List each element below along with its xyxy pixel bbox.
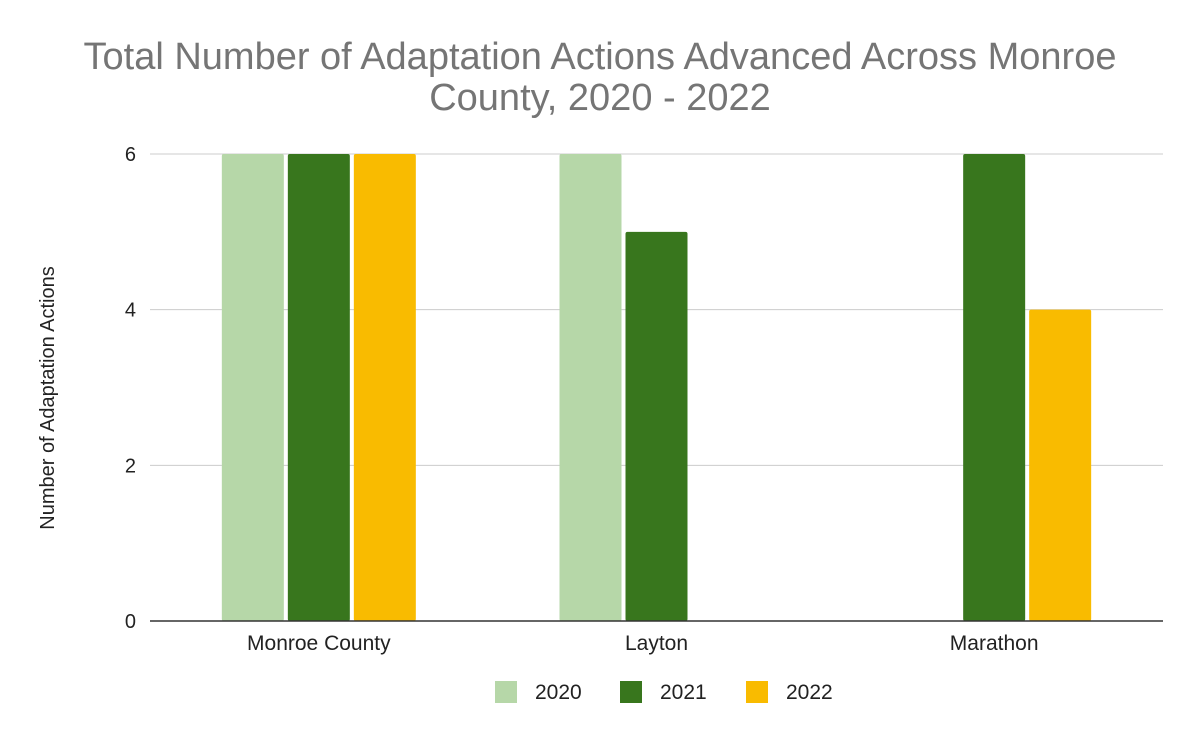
bar-marathon-2022 [1029, 309, 1092, 621]
bar-monroe-county-2020 [221, 154, 284, 621]
legend-label-2021: 2021 [660, 681, 707, 704]
x-category-label: Marathon [950, 632, 1039, 655]
x-category-label: Layton [625, 632, 688, 655]
y-tick-label: 2 [125, 455, 136, 477]
y-tick-label: 4 [125, 300, 136, 322]
y-axis-ticks: 0 2 4 6 [125, 144, 136, 633]
bar-monroe-county-2021 [287, 154, 350, 621]
legend-swatch-2022 [746, 681, 768, 703]
chart-title-line-2: County, 2020 - 2022 [429, 77, 771, 119]
bar-layton-2021 [625, 231, 688, 622]
bar-monroe-county-2022 [353, 154, 416, 621]
legend-label-2020: 2020 [535, 681, 582, 704]
legend: 2020 2021 2022 [495, 681, 833, 704]
bar-marathon-2021 [963, 154, 1026, 621]
legend-swatch-2020 [495, 681, 517, 703]
y-axis-label: Number of Adaptation Actions [37, 266, 59, 530]
x-axis-categories: Monroe County Layton Marathon [247, 632, 1038, 655]
bars [221, 154, 1092, 622]
x-category-label: Monroe County [247, 632, 391, 655]
legend-label-2022: 2022 [786, 681, 833, 704]
bar-layton-2020 [559, 154, 622, 621]
chart-title-line-1: Total Number of Adaptation Actions Advan… [84, 36, 1117, 78]
y-tick-label: 0 [125, 611, 136, 633]
legend-swatch-2021 [620, 681, 642, 703]
y-tick-label: 6 [125, 144, 136, 166]
